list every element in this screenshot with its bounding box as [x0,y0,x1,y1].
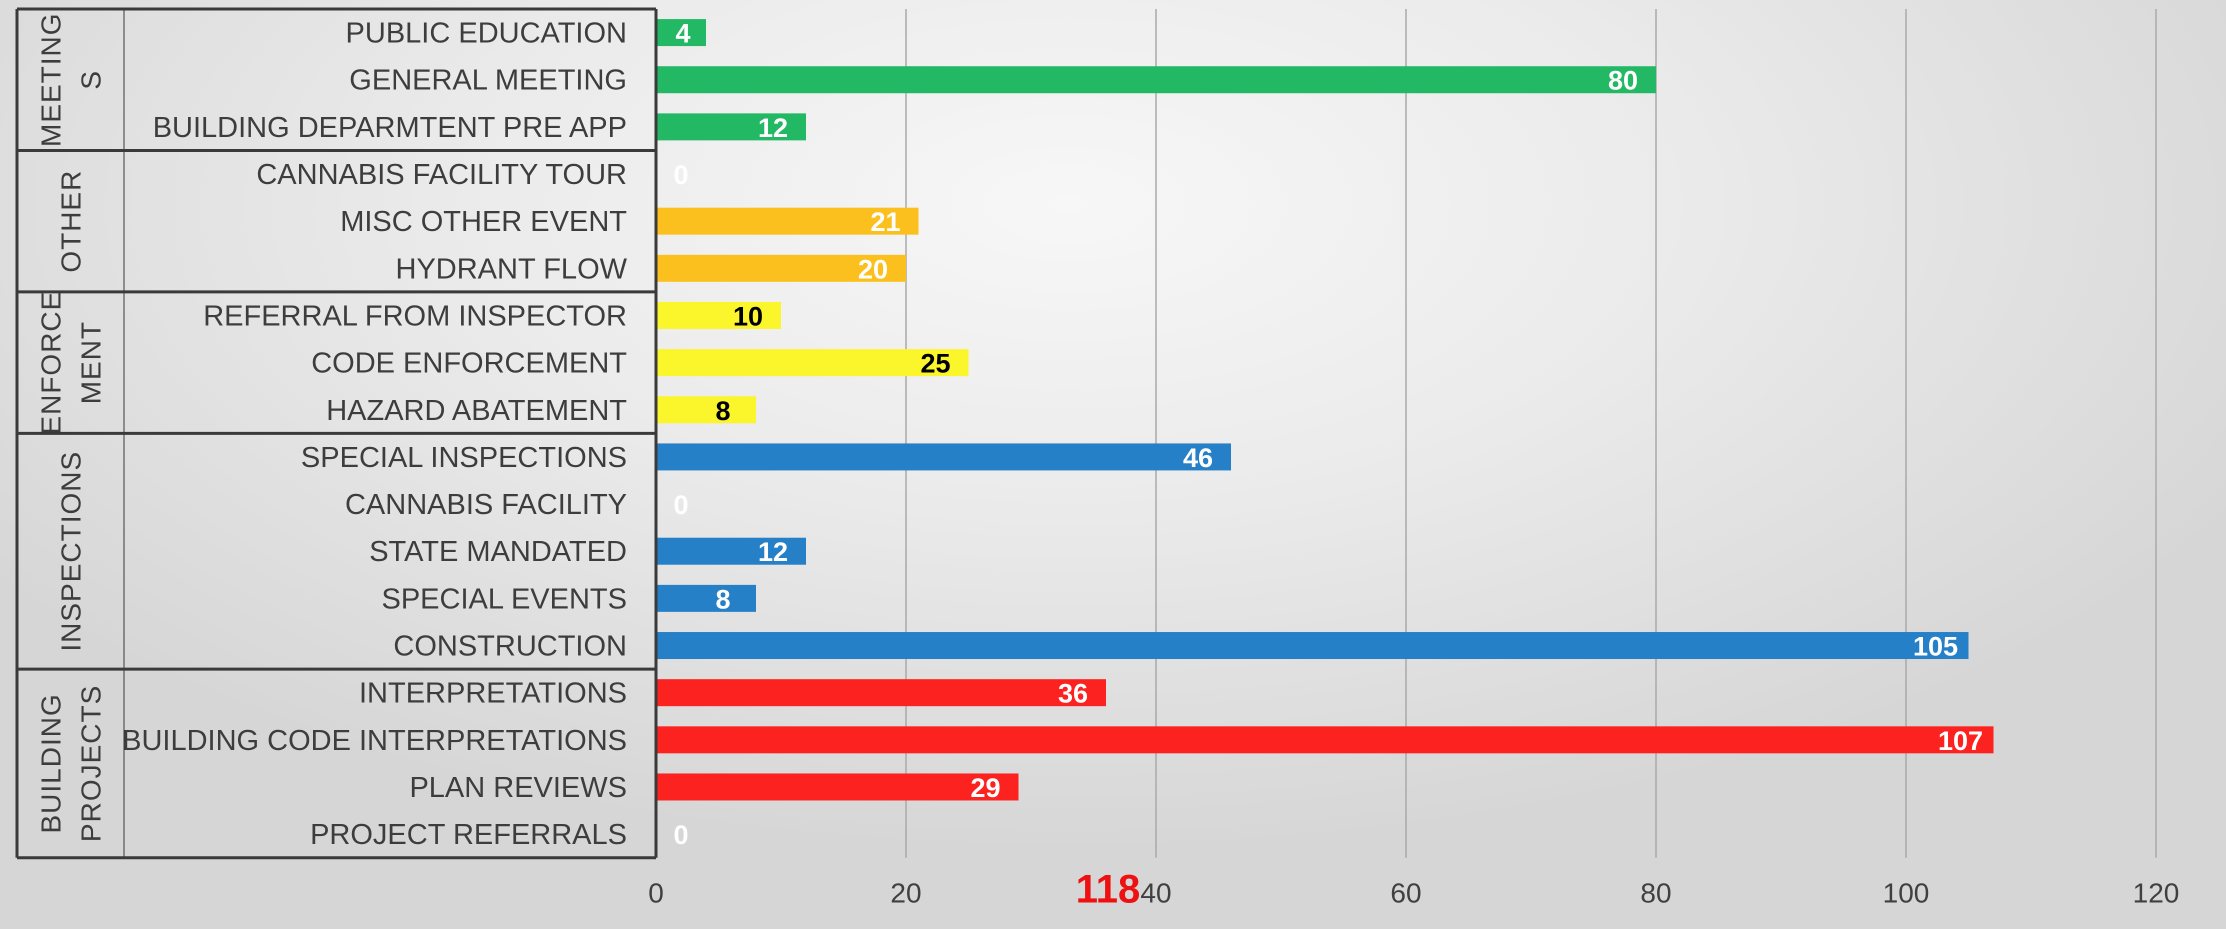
data-label: 80 [1608,66,1638,96]
data-label: 12 [758,113,788,143]
category-label: CODE ENFORCEMENT [311,348,627,380]
category-label: BUILDING CODE INTERPRETATIONS [122,725,627,757]
category-label: PUBLIC EDUCATION [346,18,627,50]
category-label: SPECIAL INSPECTIONS [301,442,627,474]
bar[interactable] [656,301,781,329]
category-label: INTERPRETATIONS [359,678,627,710]
group-label-1: OTHER [56,170,87,273]
bar[interactable] [656,207,919,235]
category-label: CANNABIS FACILITY TOUR [256,159,627,191]
annotation-total: 118 [1076,868,1141,912]
category-label: MISC OTHER EVENT [340,206,627,238]
data-label: 8 [715,584,730,614]
category-label: SPECIAL EVENTS [381,583,627,615]
group-label-2: ENFORCE MENT [36,291,107,435]
category-label: PROJECT REFERRALS [310,819,627,851]
category-label: CANNABIS FACILITY [345,489,627,521]
data-label: 8 [715,396,730,426]
category-label: HYDRANT FLOW [396,253,628,285]
x-tick-label-0: 0 [648,878,664,909]
data-label: 107 [1938,726,1983,756]
data-label: 25 [920,349,950,379]
bar[interactable] [656,349,969,377]
bar[interactable] [656,679,1106,707]
x-tick-label-80: 80 [1640,878,1671,909]
group-label-0: MEETING S [36,12,107,147]
x-tick-label-20: 20 [890,878,921,909]
data-label: 0 [673,160,688,190]
data-label: 0 [673,490,688,520]
category-label: HAZARD ABATEMENT [326,395,627,427]
x-tick-label-120: 120 [2133,878,2180,909]
bar[interactable] [656,254,906,282]
data-label: 4 [675,19,690,49]
data-label: 20 [858,254,888,284]
data-label: 46 [1183,443,1213,473]
data-label: 21 [870,207,900,237]
bar[interactable] [656,537,806,565]
category-label: CONSTRUCTION [393,631,627,663]
bar[interactable] [656,773,1019,801]
category-label: GENERAL MEETING [349,65,627,97]
bar[interactable] [656,66,1656,94]
x-tick-label-40: 40 [1140,878,1171,909]
bar[interactable] [656,443,1231,471]
group-label-4: BUILDING PROJECTS [36,685,107,842]
bar[interactable] [656,113,806,141]
bar[interactable] [656,396,756,424]
bar[interactable] [656,632,1969,660]
data-label: 10 [733,301,763,331]
bar[interactable] [656,19,706,47]
bar[interactable] [656,584,756,612]
category-label: BUILDING DEPARMTENT PRE APP [153,112,627,144]
data-label: 29 [970,773,1000,803]
data-label: 12 [758,537,788,567]
bar[interactable] [656,726,1994,754]
data-label: 105 [1913,632,1958,662]
data-label: 36 [1058,679,1088,709]
x-tick-label-100: 100 [1883,878,1930,909]
data-label: 0 [673,820,688,850]
x-tick-label-60: 60 [1390,878,1421,909]
group-label-3: INSPECTIONS [56,451,87,652]
category-label: STATE MANDATED [369,536,627,568]
category-label: REFERRAL FROM INSPECTOR [203,300,627,332]
category-label: PLAN REVIEWS [409,772,627,804]
